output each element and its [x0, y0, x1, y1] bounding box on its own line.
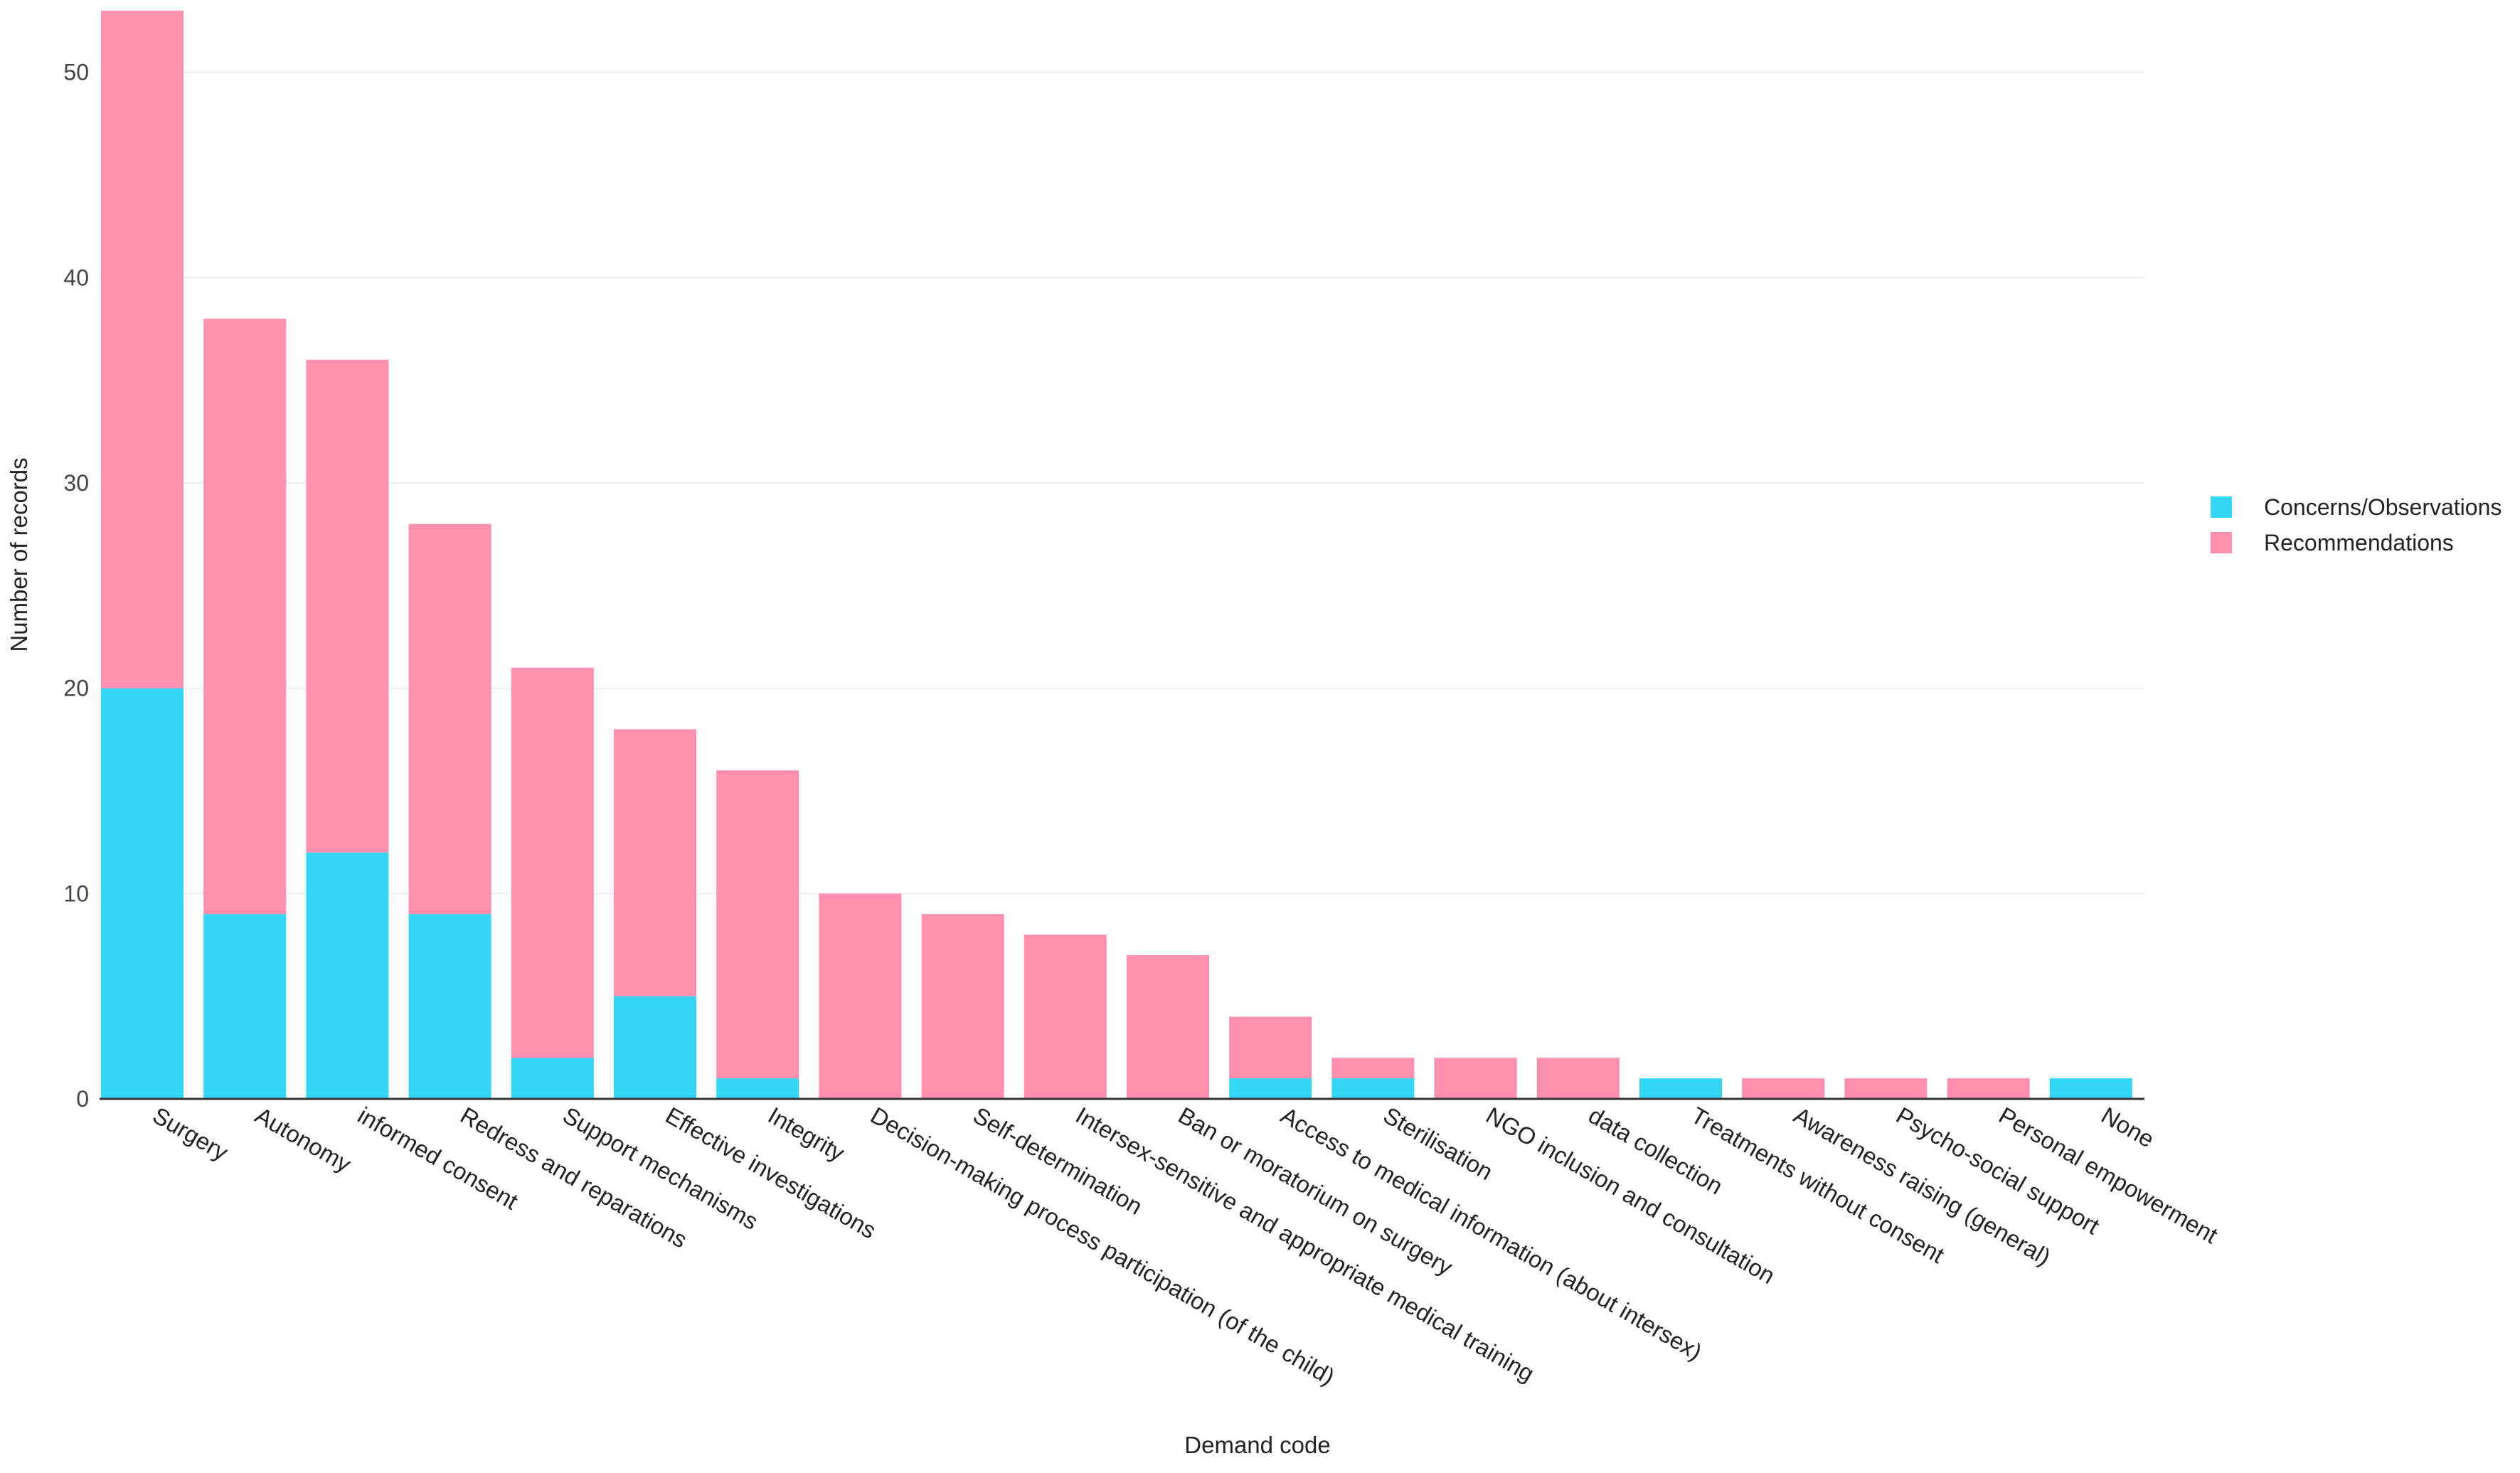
y-tick-labels: 0 10 20 30 40 50 [63, 60, 89, 1112]
bar-segment [921, 914, 1004, 1099]
x-category-label: Decision-making process participation (o… [866, 1102, 1339, 1390]
bar-segment [203, 914, 287, 1099]
bar-segment [1639, 1078, 1722, 1099]
bar-segment [716, 1078, 799, 1099]
legend: Concerns/Observations Recommendations [2211, 494, 2502, 555]
x-category-label: None [2097, 1102, 2159, 1152]
bar-segment [511, 667, 594, 1058]
x-category-label: Self-determination [969, 1102, 1147, 1220]
y-tick-label: 40 [63, 265, 89, 290]
legend-label: Concerns/Observations [2264, 494, 2502, 520]
bar-segment [1024, 935, 1107, 1099]
bar-segment [614, 729, 696, 996]
y-tick-label: 50 [63, 60, 89, 85]
bar-segment [203, 319, 287, 915]
y-tick-label: 20 [63, 676, 89, 701]
bars [101, 11, 2132, 1099]
bar-segment [408, 523, 491, 915]
bar-segment [1229, 1078, 1312, 1099]
bar-segment [511, 1058, 594, 1099]
bar-segment [408, 914, 491, 1099]
bar-segment [101, 688, 184, 1099]
bar-segment [819, 893, 902, 1099]
bar-segment [2049, 1078, 2132, 1099]
bar-segment [306, 852, 389, 1099]
bar-segment [1947, 1078, 2030, 1099]
bar-segment [1844, 1078, 1928, 1099]
y-tick-label: 30 [63, 470, 89, 496]
y-axis-title: Number of records [6, 457, 32, 652]
bar-segment [1127, 954, 1209, 1099]
bar-segment [306, 359, 389, 853]
x-category-label: Surgery [149, 1102, 233, 1166]
x-category-label: Autonomy [251, 1102, 356, 1178]
bar-segment [1229, 1016, 1312, 1079]
bar-segment [1331, 1058, 1415, 1079]
y-tick-label: 0 [76, 1086, 89, 1112]
bar-segment [1434, 1058, 1517, 1099]
x-category-label: Intersex-sensitive and appropriate medic… [1071, 1102, 1538, 1387]
y-tick-label: 10 [63, 881, 89, 906]
x-category-label: Integrity [764, 1102, 850, 1166]
bar-segment [716, 770, 799, 1079]
x-axis-title: Demand code [1184, 1432, 1330, 1458]
bar-segment [1536, 1058, 1620, 1099]
legend-swatch [2211, 496, 2232, 518]
grid-lines [100, 71, 2144, 895]
bar-segment [101, 11, 184, 688]
bar-segment [1331, 1078, 1415, 1099]
legend-swatch [2211, 532, 2232, 553]
legend-label: Recommendations [2264, 530, 2454, 555]
bar-segment [1742, 1078, 1825, 1099]
bar-segment [614, 996, 696, 1099]
